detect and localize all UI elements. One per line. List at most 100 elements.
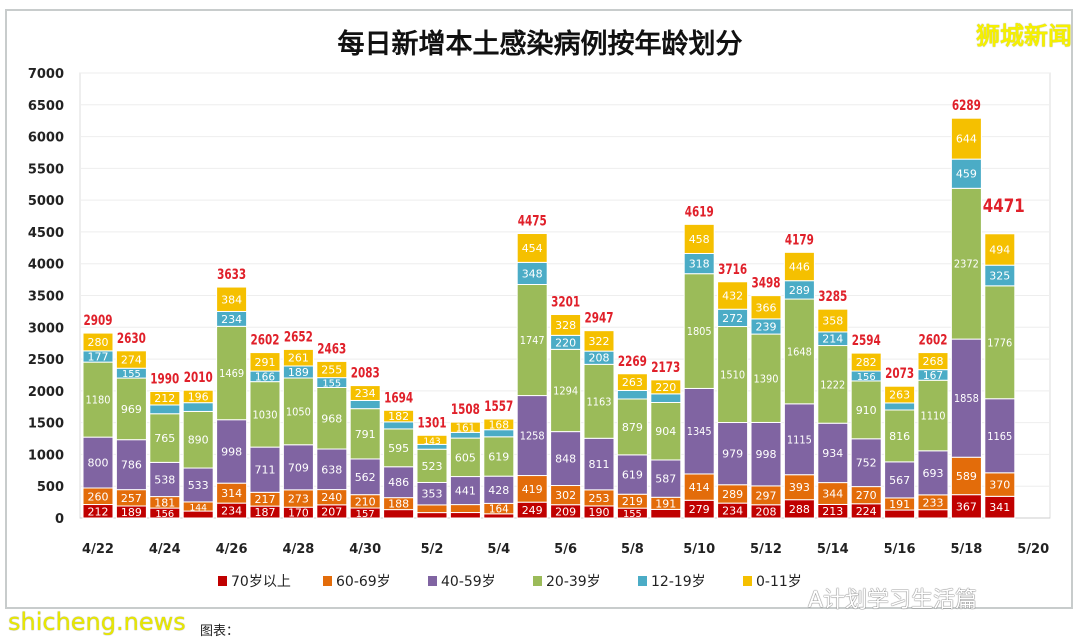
segment-label: 322	[589, 335, 610, 348]
segment-label: 1163	[587, 395, 612, 408]
total-label: 1301	[418, 415, 447, 431]
segment-label: 587	[655, 473, 676, 486]
bar-segment	[984, 285, 1016, 400]
segment-label: 348	[522, 267, 543, 280]
bar-segment	[583, 330, 615, 352]
segment-label: 233	[923, 496, 944, 509]
bar-segment	[349, 399, 381, 410]
segment-label: 459	[956, 168, 977, 181]
segment-label: 567	[889, 474, 910, 487]
segment-label: 314	[221, 487, 242, 500]
segment-label: 1858	[954, 392, 979, 405]
bar-segment	[783, 474, 815, 501]
segment-label: 1648	[787, 345, 812, 358]
segment-label: 523	[422, 460, 443, 473]
segment-label: 441	[455, 485, 476, 498]
segment-label: 167	[923, 369, 943, 382]
segment-label: 209	[555, 505, 576, 518]
segment-label: 207	[321, 505, 342, 518]
bar-segment	[383, 509, 415, 519]
total-label: 4619	[685, 204, 714, 220]
total-label: 4179	[785, 232, 814, 248]
segment-label: 189	[288, 366, 309, 379]
y-tick-label: 2000	[28, 385, 64, 400]
segment-label: 188	[388, 498, 409, 511]
bar-segment	[416, 434, 448, 445]
segment-label: 217	[255, 493, 276, 506]
segment-label: 190	[589, 506, 610, 519]
bar-segment	[950, 456, 982, 496]
bar-segment	[683, 273, 715, 389]
watermark-bottom-left: shicheng.news	[8, 608, 186, 636]
y-tick-label: 6500	[28, 99, 64, 114]
bar-segment	[115, 377, 147, 441]
segment-label: 1180	[86, 394, 111, 407]
segment-label: 187	[255, 506, 276, 519]
segment-label: 879	[622, 421, 643, 434]
total-label: 3633	[217, 267, 246, 283]
segment-label: 157	[356, 509, 375, 520]
segment-label: 234	[221, 313, 242, 326]
bar-segment	[216, 419, 248, 484]
x-tick-label: 5/10	[683, 542, 715, 557]
watermark-top-right: 狮城新闻	[976, 22, 1072, 50]
total-label: 6289	[952, 98, 981, 114]
bar-segment	[449, 476, 481, 506]
segment-label: 1510	[720, 369, 745, 382]
segment-label: 288	[789, 503, 810, 516]
segment-label: 711	[255, 464, 276, 477]
x-tick-label: 5/16	[884, 542, 916, 557]
bar-segment	[416, 512, 448, 519]
segment-label: 1776	[987, 336, 1012, 349]
y-tick-label: 3500	[28, 290, 64, 305]
segment-label: 156	[857, 372, 876, 383]
segment-label: 366	[756, 301, 777, 314]
segment-label: 255	[321, 364, 342, 377]
segment-label: 143	[423, 437, 441, 447]
legend-label: 70岁以上	[231, 574, 291, 590]
bar-segment	[449, 437, 481, 478]
caption: 图表：	[200, 624, 240, 639]
bar-segment	[917, 379, 949, 452]
x-tick-label: 5/18	[950, 542, 982, 557]
x-tick-label: 5/12	[750, 542, 782, 557]
segment-label: 144	[189, 503, 207, 513]
bar-segment	[449, 504, 481, 514]
bar-segment	[516, 233, 548, 263]
bar-segment	[416, 504, 448, 514]
bar-segment	[884, 402, 916, 411]
bar-segment	[750, 295, 782, 320]
segment-label: 428	[488, 484, 509, 497]
segment-label: 968	[321, 412, 342, 425]
segment-label: 811	[589, 458, 610, 471]
segment-label: 998	[221, 445, 242, 458]
segment-label: 353	[422, 488, 443, 501]
y-tick-label: 6000	[28, 131, 64, 146]
bar-segment	[216, 325, 248, 421]
bar-segment	[550, 314, 582, 336]
segment-label: 161	[456, 423, 476, 434]
segment-label: 282	[856, 356, 877, 369]
y-tick-label: 1500	[28, 417, 64, 432]
bar-segment	[483, 418, 515, 431]
y-tick-label: 5000	[28, 194, 64, 209]
y-tick-label: 500	[37, 480, 64, 495]
total-label: 4475	[518, 214, 547, 230]
bar-segment	[783, 251, 815, 282]
segment-label: 155	[322, 379, 341, 390]
bar-segment	[349, 385, 381, 401]
segment-label: 800	[88, 457, 109, 470]
bar-segment	[717, 326, 749, 424]
segment-label: 212	[88, 505, 109, 518]
segment-label: 454	[522, 242, 543, 255]
bar-segment	[984, 233, 1016, 266]
segment-label: 693	[923, 467, 944, 480]
total-label: 2652	[284, 329, 313, 345]
bar-segment	[616, 373, 648, 391]
segment-label: 638	[321, 463, 342, 476]
x-tick-label: 5/8	[621, 542, 644, 557]
segment-label: 494	[989, 243, 1010, 256]
segment-label: 261	[288, 352, 309, 365]
segment-label: 196	[188, 390, 209, 403]
bar-segment	[917, 509, 949, 519]
